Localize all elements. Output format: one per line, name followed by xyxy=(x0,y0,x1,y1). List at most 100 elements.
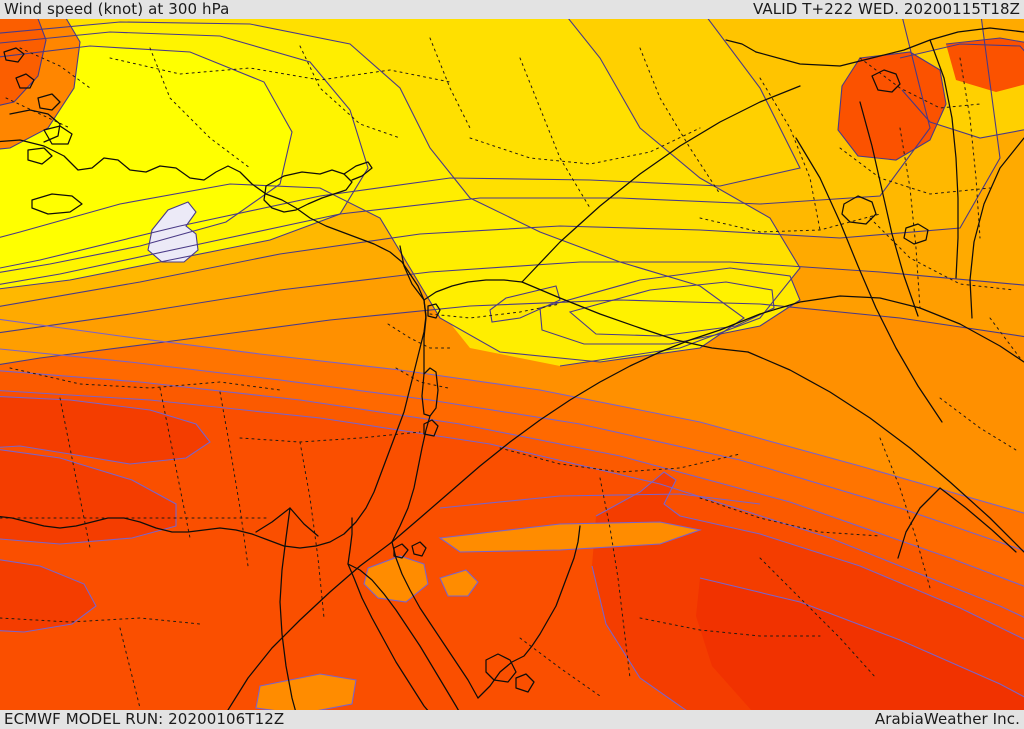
lake-dead-sea xyxy=(421,367,439,417)
contour-line xyxy=(539,267,801,345)
admin-boundary xyxy=(759,77,821,231)
contour-line xyxy=(837,51,947,161)
map-viewport[interactable] xyxy=(0,18,1024,710)
admin-boundary xyxy=(879,437,931,589)
footer-bar: ECMWF MODEL RUN: 20200106T12Z ArabiaWeat… xyxy=(0,710,1024,729)
coastline-aqaba xyxy=(391,541,479,699)
contour-line xyxy=(0,396,211,465)
contour-line xyxy=(0,18,81,150)
admin-boundary xyxy=(469,127,701,165)
border-line xyxy=(747,351,1024,553)
admin-boundary xyxy=(959,57,981,239)
admin-boundary xyxy=(759,557,877,679)
island-outline xyxy=(3,47,25,63)
lobe-yellow-ellipse-2 xyxy=(570,282,774,336)
lobe-aqaba-light xyxy=(440,570,478,596)
border-line xyxy=(929,39,959,279)
contour-line xyxy=(0,21,745,363)
island-outline xyxy=(37,93,61,111)
admin-boundary xyxy=(699,213,881,233)
band-strong-red-sw xyxy=(0,396,210,464)
band-bright-yellow-core xyxy=(0,46,292,273)
admin-boundary xyxy=(299,45,401,139)
admin-boundary xyxy=(639,47,721,195)
river-line xyxy=(859,101,919,317)
island-red-sea xyxy=(485,653,517,683)
admin-boundary xyxy=(239,431,421,443)
contour-line xyxy=(899,43,1024,59)
admin-boundary xyxy=(639,617,821,637)
river-nile-delta xyxy=(255,507,291,533)
island-cyprus xyxy=(263,169,353,213)
contour-line xyxy=(945,37,1024,45)
border-line xyxy=(521,281,749,353)
lobe-upper-egypt xyxy=(256,674,356,710)
admin-boundary xyxy=(939,397,1017,451)
border-line xyxy=(897,487,941,559)
coastline-sinai-tip xyxy=(411,541,427,557)
contour-line xyxy=(699,577,1024,698)
border-line xyxy=(521,85,801,283)
island-outline xyxy=(15,73,35,89)
contour-line xyxy=(363,555,429,603)
admin-boundary xyxy=(859,57,981,109)
valid-time-label: VALID T+222 WED. 20200115T18Z xyxy=(753,0,1020,18)
admin-boundary-layer xyxy=(0,37,1021,709)
contour-line xyxy=(0,370,1024,587)
island-cyprus-cape xyxy=(343,161,373,181)
wind-speed-contour-map[interactable] xyxy=(0,18,1024,710)
admin-boundary xyxy=(429,37,471,129)
provider-label: ArabiaWeather Inc. xyxy=(874,710,1020,728)
contour-line xyxy=(0,45,293,273)
lake-outline xyxy=(903,223,929,245)
admin-boundary xyxy=(59,397,91,549)
header-bar: Wind speed (knot) at 300 hPa VALID T+222… xyxy=(0,0,1024,19)
coastline-levant xyxy=(315,299,427,547)
contour-line xyxy=(0,559,97,633)
contour-line xyxy=(0,18,801,269)
canal-suez xyxy=(347,517,353,565)
band-red-ne-2 xyxy=(946,38,1024,92)
coastline-gulf xyxy=(939,487,1017,553)
coastline-black-sea xyxy=(755,27,1024,67)
border-line xyxy=(423,279,523,301)
admin-boundary xyxy=(839,147,991,195)
border-line xyxy=(391,329,721,543)
border-line xyxy=(969,137,1024,319)
admin-boundary xyxy=(159,387,191,539)
page-title: Wind speed (knot) at 300 hPa xyxy=(4,0,230,18)
lake-galilee xyxy=(427,303,441,319)
contour-line xyxy=(0,449,177,545)
admin-boundary xyxy=(9,367,281,391)
lobe-sinai-light xyxy=(364,556,428,602)
contour-line xyxy=(0,31,369,290)
contour-line xyxy=(0,318,1024,514)
coastline-turkey-south xyxy=(0,139,425,301)
contour-line xyxy=(255,673,357,710)
admin-boundary xyxy=(899,127,921,309)
coastline-red-sea-east xyxy=(477,525,581,699)
island-red-sea-2 xyxy=(515,673,535,693)
island-crete xyxy=(31,193,83,215)
contour-line xyxy=(439,569,479,597)
admin-boundary xyxy=(109,57,451,83)
river-line xyxy=(795,137,943,423)
lake-dead-sea-south xyxy=(423,419,439,437)
band-red-ne xyxy=(838,52,946,160)
border-line xyxy=(399,245,425,301)
admin-boundary xyxy=(0,617,201,625)
contour-line xyxy=(559,18,801,367)
coastline-black-sea-2 xyxy=(725,39,757,53)
admin-boundary xyxy=(599,477,631,679)
border-line xyxy=(423,299,427,375)
coastline-gulf-suez-east xyxy=(347,563,460,710)
river-nile xyxy=(279,507,296,710)
admin-boundary xyxy=(387,323,453,349)
coastline-aegean xyxy=(9,109,61,143)
contour-line xyxy=(438,521,703,553)
border-line xyxy=(391,415,431,543)
contour-line xyxy=(0,18,931,285)
coastline-egypt-north xyxy=(0,516,317,549)
admin-boundary xyxy=(519,637,601,697)
